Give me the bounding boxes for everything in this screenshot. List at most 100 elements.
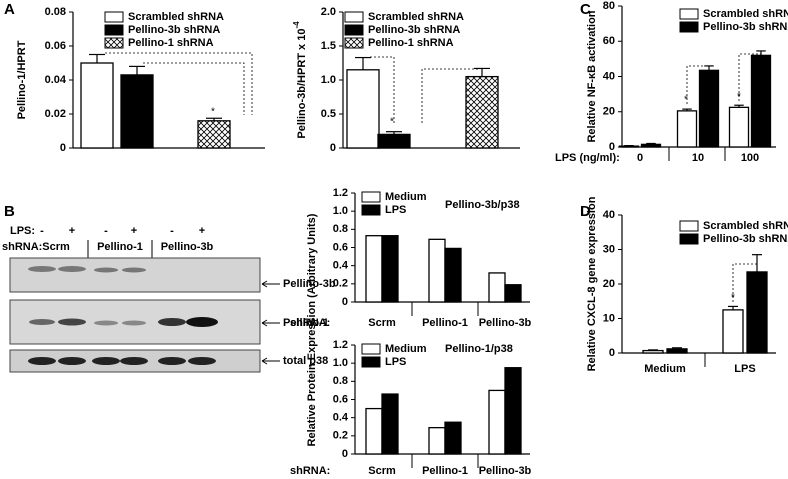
y-tick-label: 1.0 [333,205,348,217]
bar [377,133,411,149]
western-blot: LPS: - + - + - + shRNA: Scrm Pellino-1 P… [2,225,336,373]
blot-bands [28,266,218,365]
legend-label: Scrambled shRNA [368,11,464,23]
panel-letter: D [580,203,591,220]
y-tick-label: 0.8 [333,375,348,387]
significance-bracket [421,68,478,125]
significance-bracket [105,52,253,115]
chart-title: Pellino-3b/p38 [445,199,520,211]
legend-swatch [679,8,699,20]
y-tick-label: 40 [603,209,615,221]
legend-swatch [104,37,124,49]
bar [504,367,522,455]
legend-swatch [679,220,699,232]
bar [444,247,462,303]
bar [381,235,399,303]
bar [120,74,154,149]
y-tick-label: 1.2 [333,187,348,199]
chart: 0 0.2 0.4 0.6 0.8 1.0 1.2 Relative Protein Expr… [290,187,532,447]
legend-label: Pellino-3b shRNA [703,21,788,33]
bar [640,143,662,148]
blot-label: shRNA: [2,241,42,253]
bar [666,348,688,354]
significance-bracket [732,263,758,302]
annotation: * [737,92,741,103]
chart: 0 20 40 60 80 Relative NF-κB activation LPS (n… [555,0,788,164]
bar [465,75,499,149]
legend-swatch [104,11,124,23]
y-tick-label: 0.4 [333,260,349,272]
legend-swatch [344,37,364,49]
bar [197,120,231,149]
y-tick-label: 0.5 [321,108,336,120]
blot-strip [9,257,261,293]
legend-label: LPS [385,356,406,368]
x-axis-label: shRNA: [290,465,330,477]
y-tick-label: 20 [603,278,615,290]
bar [676,110,698,148]
bar [80,62,114,149]
panel-letter: C [580,1,591,18]
legend-swatch [361,343,381,355]
y-axis-label-sup: -4 [292,21,301,29]
arrow [261,280,280,288]
lane-label: Scrm [42,241,70,253]
y-axis-label: Relative NF-κB activation [586,10,598,142]
legend-swatch [361,204,381,216]
lane-label: + [199,225,205,237]
bar [346,69,380,149]
y-axis-label: Pellino-3b/HPRT x 10-4 [292,21,308,139]
legend-swatch [344,24,364,36]
legend-swatch [344,11,364,23]
significance-bracket [738,53,762,101]
x-axis-label: shRNA: [290,317,330,329]
bar [504,284,522,303]
panel-letter: B [4,203,15,220]
chart: 0 0.02 0.04 0.06 0.08 Pellino-1/HPRT Scrambled… [16,6,265,154]
significance-bracket [686,65,710,104]
y-axis-label-text: Pellino-3b/HPRT x 10 [296,29,308,139]
lane-label: + [69,225,75,237]
y-tick-label: 0.6 [333,241,348,253]
y-tick-label: 0.4 [333,412,349,424]
bar [488,389,506,455]
legend-label: Pellino-1 shRNA [368,37,454,49]
chart: 0 0.2 0.4 0.6 0.8 1.0 1.2 Pellino-1/p38 shRNA: Sc… [290,339,532,477]
legend-label: Scrambled shRNA [128,11,224,23]
bar [365,407,383,455]
legend-label: Scrambled shRNA [703,8,788,20]
bar [444,421,462,455]
x-tick-label: Scrm [368,465,396,477]
y-tick-label: 0.2 [333,278,348,290]
y-axis-label-text: Pellino-1/HPRT [16,40,28,119]
legend-label: Medium [385,343,427,355]
bar [428,427,446,455]
legend-label: Scrambled shRNA [703,220,788,232]
lane-label: Pellino-1 [97,241,143,253]
y-tick-label: 0.04 [45,74,67,86]
lane-label: - [104,225,108,237]
x-tick-label: LPS [734,363,755,375]
legend-swatch [104,24,124,36]
legend-swatch [361,191,381,203]
y-tick-label: 1.0 [333,357,348,369]
x-tick-label: Medium [644,363,686,375]
bar [365,235,383,303]
y-tick-label: 2.0 [321,6,336,18]
y-tick-label: 0 [342,448,348,460]
chart: 0 0.5 1.0 1.5 2.0 Pellino-3b/HPRT x 10-4 Scram… [292,6,520,154]
bar [428,238,446,303]
legend-label: LPS [385,204,406,216]
significance-bracket [143,62,245,115]
x-tick-label: Pellino-1 [422,317,468,329]
bar [698,69,720,148]
y-tick-label: 80 [603,0,615,12]
bar [618,145,640,148]
blot-label: LPS: [10,225,35,237]
y-tick-label: 0 [609,141,615,153]
x-tick-label: Pellino-3b [479,317,532,329]
bar [728,106,750,148]
y-tick-label: 0 [330,142,336,154]
bar [746,271,768,354]
